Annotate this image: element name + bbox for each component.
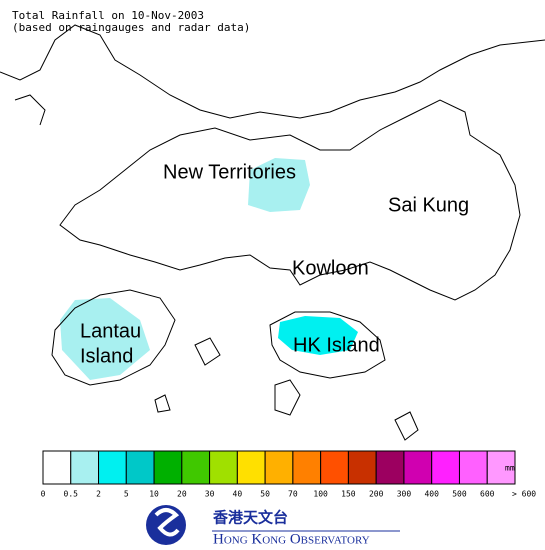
legend-label: 300	[397, 490, 412, 499]
legend-label: 20	[177, 490, 187, 499]
lamma	[274, 379, 301, 416]
legend-swatch	[320, 450, 349, 485]
legend-swatch	[125, 450, 155, 485]
islet	[154, 394, 171, 413]
legend-swatch	[375, 450, 405, 485]
legend-label: 2	[96, 490, 101, 499]
new-territories	[59, 99, 521, 301]
legend-swatch	[70, 450, 100, 485]
islet	[194, 337, 221, 366]
hk-island	[269, 311, 386, 379]
place-label: HK Island	[293, 334, 380, 356]
logo-chinese: 香港天文台	[213, 509, 288, 527]
rain-patch	[248, 158, 310, 212]
legend-label: 200	[369, 490, 384, 499]
lantau	[51, 289, 176, 386]
boundary	[0, 24, 545, 119]
logo: 香港天文台 Hong Kong Observatory	[146, 505, 400, 547]
legend-swatch	[209, 450, 238, 485]
legend-swatch	[347, 450, 377, 485]
legend-label: 400	[424, 490, 439, 499]
legend-swatch	[98, 450, 127, 485]
legend-swatch	[403, 450, 433, 485]
place-label: Sai Kung	[388, 194, 469, 216]
logo-swirl	[154, 508, 180, 537]
coastline	[0, 24, 545, 441]
legend-unit: mm	[505, 464, 515, 473]
legend-label: 30	[205, 490, 215, 499]
legend: 0 0.5 2 5 10 20 30 40 50 70 100 150 200 300 400 500 600 >…	[41, 450, 536, 499]
legend-swatch	[181, 450, 211, 485]
legend-label: 70	[288, 490, 298, 499]
legend-label: 40	[233, 490, 243, 499]
legend-label: 500	[452, 490, 467, 499]
coast	[14, 94, 46, 126]
legend-swatch	[236, 450, 266, 485]
place-label: Lantau	[80, 320, 141, 342]
legend-swatch	[431, 450, 460, 485]
legend-label: 100	[313, 490, 328, 499]
rain-patches	[60, 158, 358, 380]
legend-label: 0.5	[64, 490, 79, 499]
rain-patch	[60, 298, 150, 380]
subtitle: (based on raingauges and radar data)	[12, 21, 250, 34]
islet	[394, 411, 419, 441]
legend-label: 0	[41, 490, 46, 499]
rain-patch	[278, 316, 358, 355]
legend-swatch	[292, 450, 322, 485]
legend-label: 50	[260, 490, 270, 499]
legend-swatch	[486, 450, 516, 485]
legend-swatch	[264, 450, 294, 485]
legend-swatch	[153, 450, 183, 485]
title: Total Rainfall on 10-Nov-2003	[12, 9, 204, 22]
place-label: Island	[80, 345, 133, 367]
legend-swatch	[458, 450, 488, 485]
legend-label: 150	[341, 490, 356, 499]
place-label: Kowloon	[292, 257, 369, 279]
legend-label: 5	[124, 490, 129, 499]
legend-label: 10	[149, 490, 159, 499]
legend-label: 600	[480, 490, 495, 499]
place-label: New Territories	[163, 161, 296, 183]
logo-english: Hong Kong Observatory	[213, 531, 370, 547]
legend-swatch	[42, 450, 72, 485]
legend-label: > 600	[512, 490, 536, 499]
